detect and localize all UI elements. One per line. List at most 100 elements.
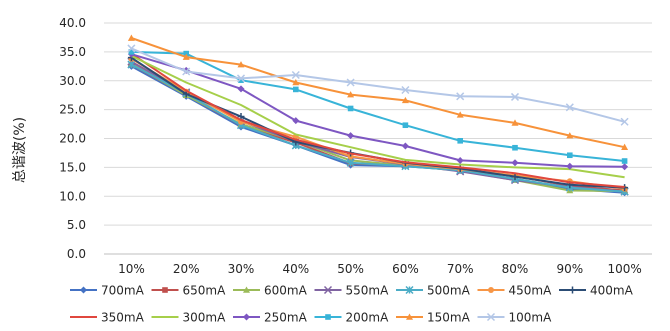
legend-label: 350mA: [101, 311, 145, 325]
data-point: [292, 117, 300, 125]
data-point: [488, 287, 494, 293]
x-axis-ticks: 10% 20% 30% 40% 50% 60% 70% 80% 90% 100%: [118, 262, 642, 276]
x-tick-label: 70%: [447, 262, 474, 276]
legend-label: 550mA: [346, 284, 390, 298]
x-tick-label: 20%: [173, 262, 200, 276]
data-point: [127, 44, 136, 53]
y-tick-label: 30.0: [59, 74, 86, 88]
data-point: [128, 49, 135, 55]
x-tick-label: 30%: [228, 262, 255, 276]
legend-label: 200mA: [346, 311, 390, 325]
x-tick-label: 80%: [502, 262, 529, 276]
data-point: [401, 85, 410, 95]
data-point: [401, 142, 409, 150]
legend-label: 250mA: [264, 311, 308, 325]
series-lines: [127, 34, 629, 197]
data-point: [510, 92, 520, 101]
legend-label: 400mA: [590, 284, 634, 298]
x-tick-label: 50%: [337, 262, 364, 276]
data-point: [566, 132, 574, 139]
data-point: [486, 312, 496, 322]
series-line: [131, 47, 625, 123]
legend: 700mA 650mA 600mA 550mA 500mA 450mA 400mA 350mA…: [70, 284, 634, 325]
y-tick-label: 35.0: [59, 45, 86, 59]
legend-label: 450mA: [509, 284, 553, 298]
data-point: [511, 119, 519, 126]
series-100mA: [127, 44, 629, 126]
legend-label: 650mA: [183, 284, 227, 298]
legend-item: 350mA: [70, 311, 145, 325]
legend-label: 100mA: [509, 311, 553, 325]
data-point: [565, 103, 574, 112]
series-line: [130, 63, 625, 192]
legend-item: 200mA: [314, 311, 390, 325]
legend-item: 250mA: [233, 311, 308, 325]
data-point: [237, 61, 245, 68]
data-point: [347, 132, 355, 140]
data-point: [127, 34, 135, 41]
legend-label: 700mA: [101, 284, 145, 298]
data-point: [323, 285, 333, 295]
series-350mA: [130, 52, 625, 188]
legend-label: 500mA: [427, 284, 471, 298]
legend-item: 600mA: [233, 284, 308, 298]
data-point: [456, 92, 465, 101]
y-tick-label: 25.0: [59, 103, 86, 117]
data-point: [238, 77, 244, 83]
legend-item: 100mA: [477, 311, 553, 325]
data-point: [182, 67, 191, 76]
data-point: [237, 85, 245, 93]
series-150mA: [127, 34, 629, 150]
y-tick-label: 20.0: [59, 132, 86, 146]
data-point: [293, 86, 299, 93]
series-650mA: [128, 61, 628, 194]
series-550mA: [127, 57, 629, 196]
series-600mA: [127, 59, 629, 194]
x-tick-label: 90%: [556, 262, 583, 276]
series-line: [130, 63, 625, 193]
y-tick-label: 0.0: [67, 247, 86, 261]
y-axis-title: 总谐波(%): [12, 117, 28, 183]
series-line: [131, 37, 625, 149]
data-point: [406, 313, 413, 320]
data-point: [621, 158, 628, 164]
series-250mA: [127, 50, 629, 171]
series-line: [130, 62, 625, 193]
series-line: [131, 53, 625, 168]
data-point: [567, 152, 573, 159]
data-point: [621, 163, 629, 171]
data-point: [346, 78, 355, 87]
y-tick-label: 15.0: [59, 160, 86, 174]
legend-label: 150mA: [427, 311, 471, 325]
legend-item: 400mA: [559, 284, 634, 298]
x-tick-label: 40%: [282, 262, 309, 276]
data-point: [405, 285, 414, 295]
legend-item: 550mA: [314, 284, 390, 298]
data-point: [292, 78, 300, 86]
y-tick-label: 10.0: [59, 189, 86, 203]
data-point: [182, 53, 190, 60]
series-700mA: [127, 62, 629, 197]
legend-item: 650mA: [151, 284, 227, 298]
legend-item: 700mA: [70, 284, 145, 298]
series-400mA: [127, 54, 629, 192]
data-point: [621, 143, 629, 150]
data-point: [325, 314, 331, 320]
legend-label: 600mA: [264, 284, 308, 298]
data-point: [456, 111, 464, 118]
data-point: [569, 286, 576, 294]
data-point: [620, 117, 629, 126]
data-point: [346, 158, 355, 167]
data-point: [456, 156, 464, 164]
data-point: [127, 60, 136, 69]
series-line: [131, 50, 625, 162]
series-line: [130, 55, 625, 179]
data-point: [236, 74, 246, 83]
data-point: [401, 96, 409, 104]
data-point: [243, 313, 250, 321]
data-point: [512, 144, 518, 151]
gridlines: [104, 22, 652, 255]
legend-item: 150mA: [396, 311, 471, 325]
x-tick-label: 10%: [118, 262, 145, 276]
